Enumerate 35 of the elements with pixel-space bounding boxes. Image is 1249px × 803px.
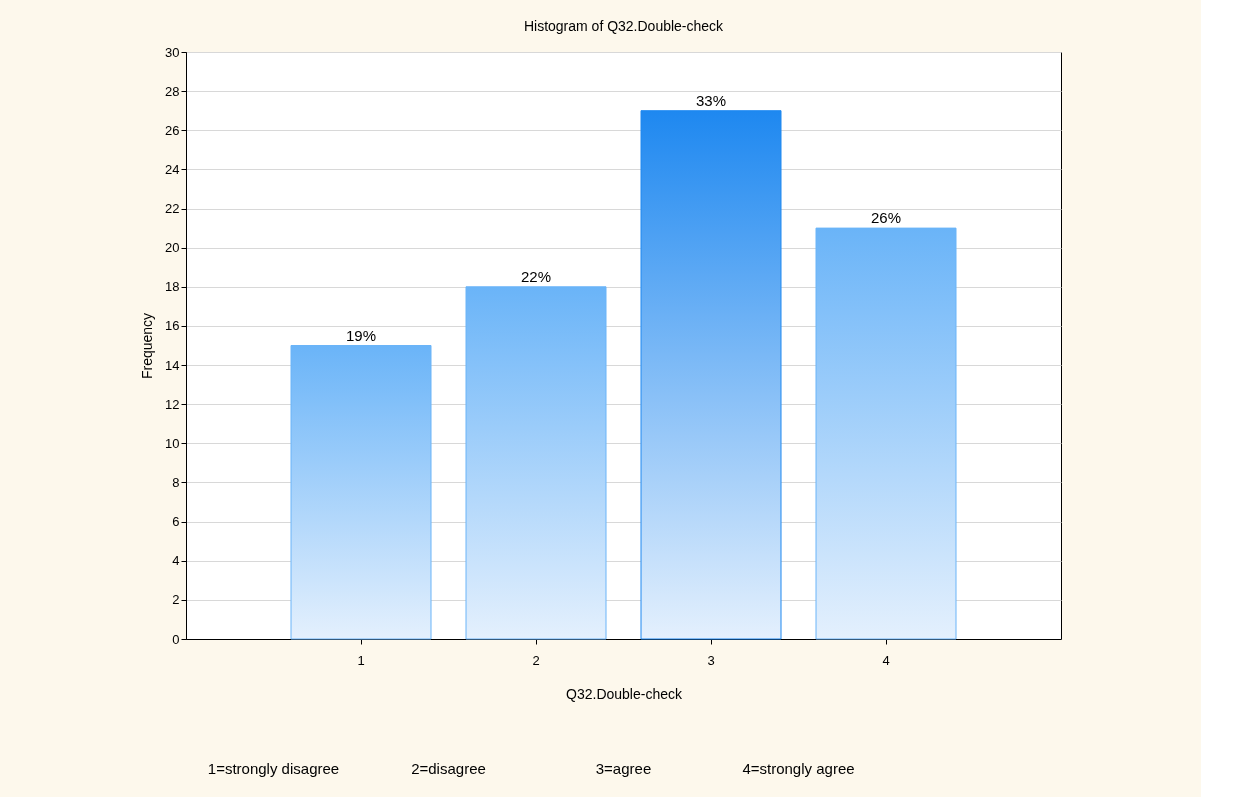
- y-tick-label: 16: [165, 318, 180, 334]
- y-tick-label: 26: [165, 122, 180, 138]
- x-tick-label: 1: [357, 652, 365, 668]
- annotation: 19%: [345, 326, 377, 344]
- bar: [640, 110, 782, 640]
- text: 1=strongly disagree: [207, 760, 340, 777]
- y-tick-label: 2: [172, 592, 180, 608]
- text: 3=agree: [595, 760, 652, 777]
- annotation: 33%: [695, 91, 727, 109]
- y-tick-label: 22: [165, 201, 180, 217]
- y-axis-title: Frequency: [139, 312, 156, 380]
- text: 2=disagree: [411, 760, 486, 777]
- annotation: 22%: [520, 267, 552, 285]
- y-tick-label: 4: [172, 553, 180, 569]
- y-tick-label: 30: [165, 44, 180, 60]
- y-tick-label: 24: [165, 161, 180, 177]
- y-tick-label: 14: [165, 357, 180, 373]
- y-tick-label: 0: [172, 631, 180, 647]
- x-tick-label: 2: [532, 652, 540, 668]
- y-tick-label: 18: [165, 279, 180, 295]
- y-tick-label: 6: [172, 514, 180, 530]
- y-tick-label: 20: [165, 240, 180, 256]
- chart-title: Histogram of Q32.Double-check: [523, 18, 725, 34]
- x-tick-label: 4: [882, 652, 890, 668]
- y-tick-label: 10: [165, 435, 180, 451]
- bar: [465, 286, 607, 640]
- y-tick-label: 8: [172, 474, 180, 490]
- y-tick-label: 28: [165, 83, 180, 99]
- y-tick-label: 12: [165, 396, 180, 412]
- bar: [815, 227, 957, 640]
- x-axis-title: Q32.Double-check: [566, 685, 683, 702]
- annotation: 26%: [870, 209, 902, 227]
- text: 4=strongly agree: [742, 760, 855, 777]
- x-tick-label: 3: [707, 652, 715, 668]
- bar: [290, 345, 432, 640]
